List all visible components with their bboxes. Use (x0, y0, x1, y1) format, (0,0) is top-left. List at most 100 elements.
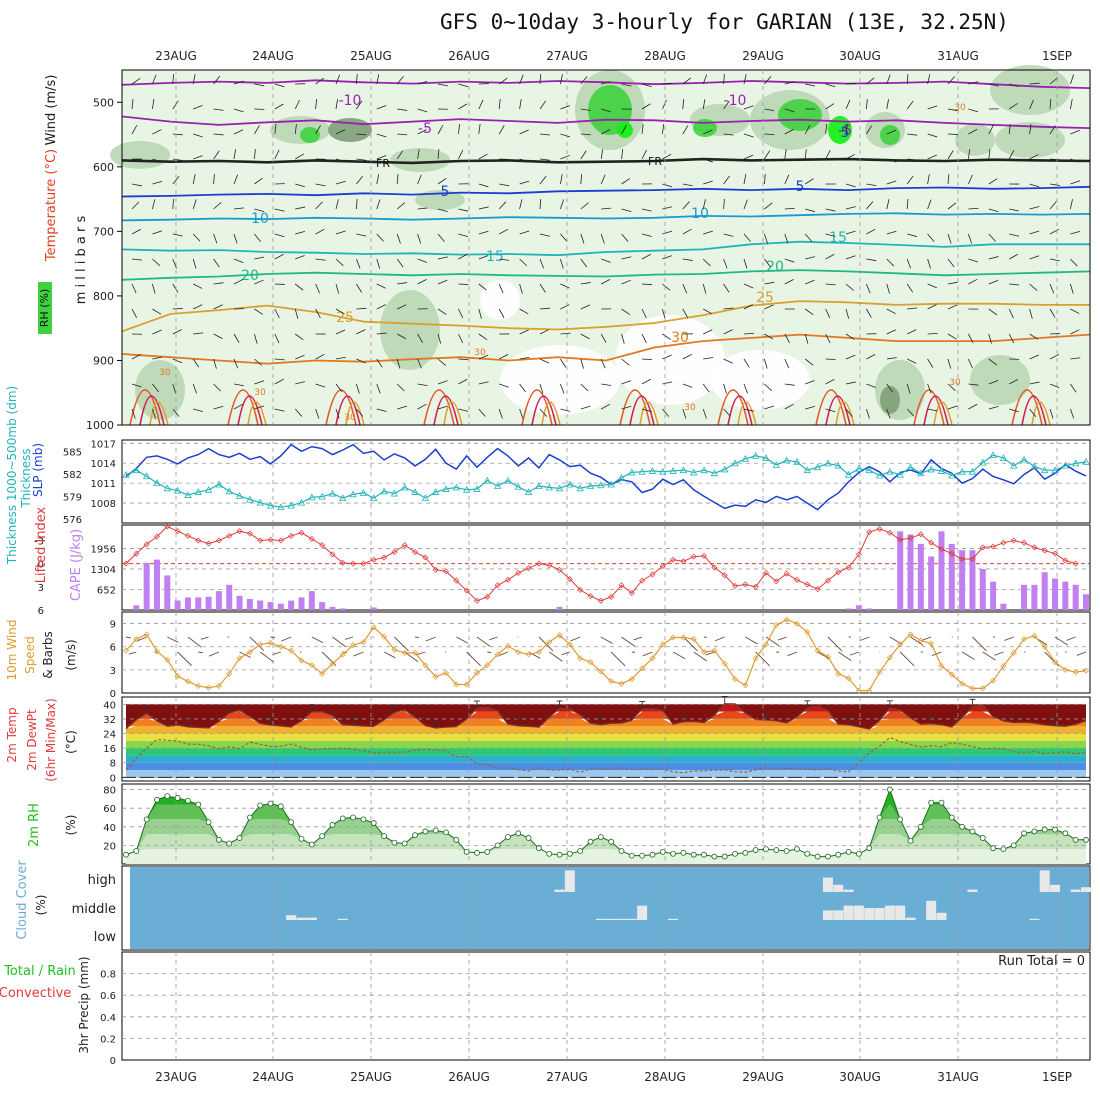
lifted-marker (959, 556, 966, 562)
cloud-patch-middle (595, 918, 606, 920)
date-label-top: 31AUG (937, 49, 979, 63)
upper-air-barb (641, 83, 652, 88)
upper-air-barb (498, 283, 504, 294)
upper-air-barb (131, 228, 141, 235)
upper-air-barb (886, 308, 896, 315)
upper-air-barb (376, 383, 381, 394)
temp-tick-label: 8 (110, 759, 116, 770)
wind10m-marker (360, 639, 367, 646)
upper-air-barb (295, 183, 305, 188)
wind10m-marker (370, 624, 377, 631)
rh2m-marker (814, 853, 821, 860)
lifted-marker (907, 535, 914, 542)
precip-tick-label: 0.4 (100, 1013, 116, 1024)
upper-air-barb (947, 281, 958, 285)
thickness-marker (793, 458, 801, 465)
wind10m-marker (1000, 663, 1007, 669)
upper-air-barb (458, 124, 461, 135)
rh2m-marker (907, 837, 914, 844)
wind10m-barb (383, 651, 396, 659)
upper-air-barb (213, 133, 224, 136)
rh2m-marker (339, 815, 346, 822)
cape-bar (195, 597, 202, 610)
upper-air-barb (886, 383, 893, 393)
upper-air-barb (417, 174, 422, 185)
cloud-patch-high (1050, 884, 1061, 892)
thickness-marker (483, 476, 491, 484)
wind10m-barb (489, 636, 498, 641)
thickness-tick-label: 585 (63, 447, 82, 458)
upper-air-barb (458, 333, 464, 344)
upper-air-barb (702, 74, 708, 85)
rh2m-marker (597, 834, 604, 840)
upper-air-barb (335, 356, 346, 360)
rh2m-marker (350, 814, 356, 821)
lifted-marker (391, 549, 398, 556)
upper-air-barb (539, 307, 550, 310)
upper-air-barb (927, 133, 938, 138)
upper-air-barb (886, 230, 897, 235)
upper-air-barb (192, 233, 201, 242)
thickness-marker (1020, 455, 1028, 463)
upper-air-barb (294, 408, 303, 417)
cape-bar (969, 550, 976, 610)
upper-air-barb (988, 406, 999, 410)
wind10m-barb (910, 636, 924, 646)
upper-air-barb (274, 124, 277, 135)
cloud-patch-middle (668, 918, 679, 920)
upper-air-barb (743, 283, 754, 289)
wind10m-barb (466, 651, 481, 667)
upper-air-barb (294, 283, 304, 291)
wind10m-marker (566, 641, 573, 648)
wind10m-marker (1083, 667, 1089, 674)
upper-air-barb (907, 233, 917, 237)
lifted-marker (721, 572, 728, 579)
lifted-marker (845, 564, 852, 571)
cloud-level-label: high (88, 873, 116, 888)
upper-air-barb (376, 358, 383, 368)
lifted-marker (205, 540, 212, 547)
upper-air-barb (641, 408, 652, 412)
upper-air-barb (804, 124, 811, 135)
cape-bar (246, 598, 253, 610)
upper-air-barb (580, 258, 588, 268)
rh-contour-region (970, 355, 1030, 405)
upper-air-barb (988, 149, 991, 160)
thickness-marker (1051, 466, 1059, 474)
isotherm-30-cell (139, 395, 165, 426)
cape-bar (1052, 578, 1059, 610)
upper-air-barb (601, 129, 611, 135)
cape-bar (257, 600, 264, 610)
rh2m-marker (886, 786, 893, 793)
upper-air-barb (682, 125, 689, 135)
upper-air-barb (600, 358, 606, 369)
wind10m-marker (618, 680, 625, 687)
rh2m-marker (825, 853, 831, 860)
upper-air-barb (519, 74, 524, 85)
upper-air-barb (192, 199, 197, 210)
upper-air-barb (621, 405, 632, 410)
wind-tick-label: 0 (110, 689, 116, 700)
upper-air-barb (906, 258, 912, 269)
upper-air-barb (519, 308, 529, 315)
upper-air-barb (131, 125, 138, 135)
rh-contour-region (617, 122, 633, 138)
wind10m-barb (281, 636, 292, 642)
wind10m-marker (670, 634, 677, 641)
upper-air-barb (784, 258, 795, 263)
wind10m-barb (922, 636, 932, 641)
upper-air-barb (458, 283, 469, 285)
upper-air-barb (845, 333, 855, 340)
upper-air-barb (907, 358, 917, 364)
upper-air-barb (641, 124, 644, 135)
upper-air-barb (906, 100, 914, 110)
cape-bar (866, 608, 873, 610)
upper-air-barb (417, 403, 427, 410)
upper-air-barb (294, 308, 299, 319)
lifted-marker (608, 593, 615, 600)
thickness-marker (989, 451, 997, 458)
cape-tick-label: 1304 (91, 565, 116, 576)
upper-air-barb (743, 199, 748, 210)
upper-air-barb (233, 108, 244, 113)
upper-air-barb (621, 125, 627, 135)
